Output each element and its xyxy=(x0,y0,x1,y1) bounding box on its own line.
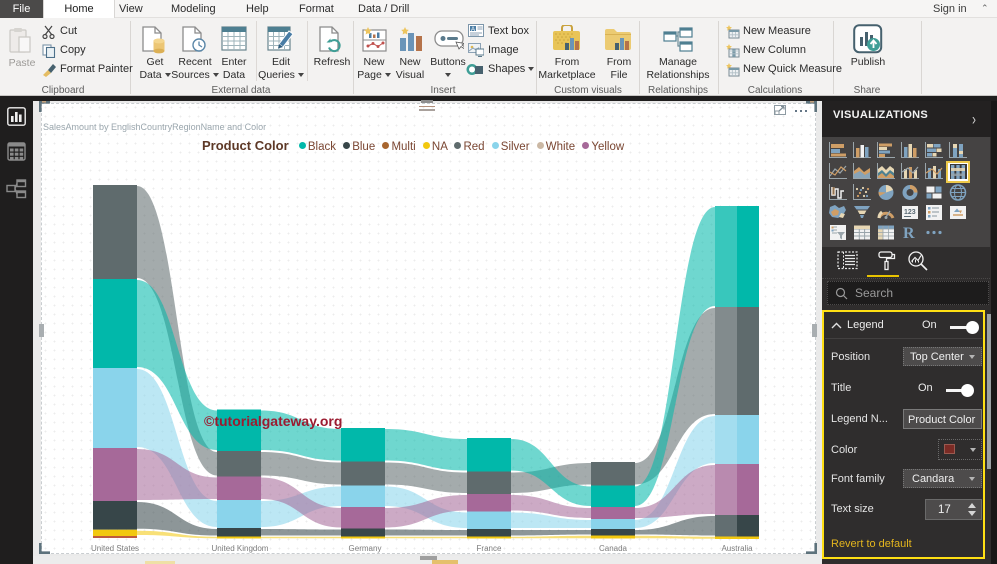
svg-text:A: A xyxy=(471,27,475,33)
svg-text:R: R xyxy=(903,225,915,241)
svg-text:123: 123 xyxy=(904,209,916,216)
